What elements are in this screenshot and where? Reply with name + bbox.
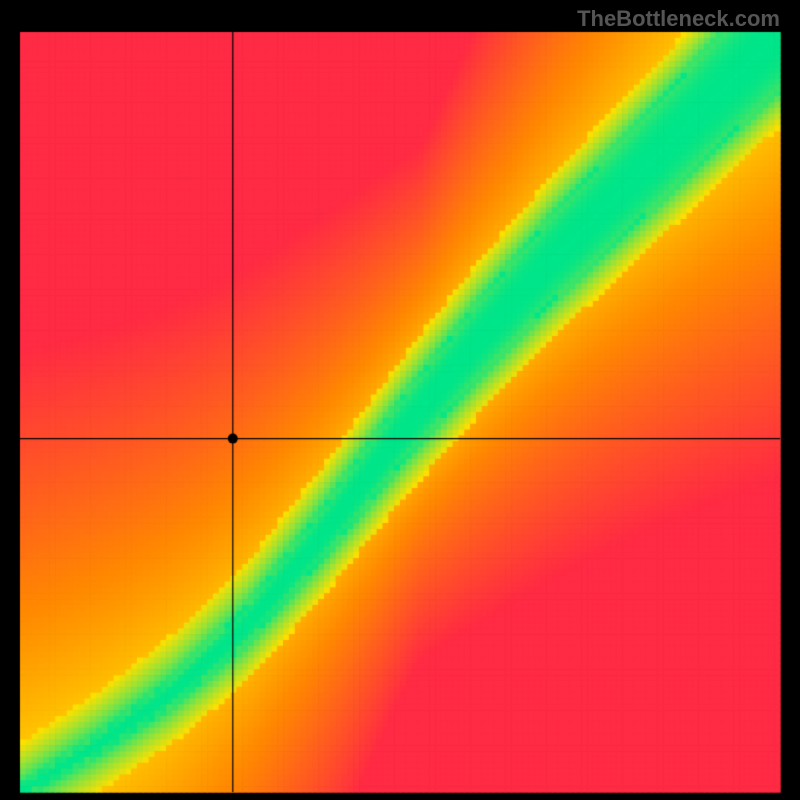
bottleneck-heatmap xyxy=(0,0,800,800)
chart-container: { "canvas": { "width": 800, "height": 80… xyxy=(0,0,800,800)
